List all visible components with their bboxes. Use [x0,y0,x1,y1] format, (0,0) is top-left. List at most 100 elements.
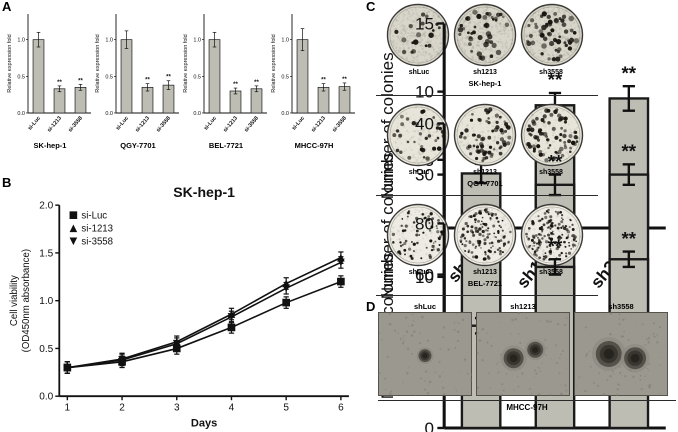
expression-bar-chart-qgy-7701: 0.0 0.5 1.0 Relative expression fold si-Luc *… [95,14,179,134]
expression-chart-cell: 0.0 0.5 1.0 Relative expression fold si-Luc *… [94,5,182,150]
expression-chart-cell: 0.0 0.5 1.0 Relative expression fold si-Luc *… [182,5,270,150]
svg-text:80: 80 [415,214,434,233]
svg-text:6: 6 [338,402,344,413]
svg-text:**: ** [254,80,259,86]
sphere-photo-sh1213 [476,312,570,396]
colony-dish-shluc [386,203,450,267]
svg-text:si-3558: si-3558 [67,115,84,133]
svg-text:si-1213: si-1213 [310,115,327,133]
expression-bar-chart-mhcc-97h: 0.0 0.5 1.0 Relative expression fold si-Luc *… [271,14,355,134]
colony-dish-shluc [386,103,450,167]
panel-c-label: C [366,0,376,14]
svg-text:**: ** [57,80,62,86]
dish-group [386,3,584,67]
panel-b-label: B [2,175,12,190]
colony-dish-sh1213 [453,103,517,167]
svg-text:0.5: 0.5 [17,74,25,80]
svg-text:Relative expression fold: Relative expression fold [183,34,189,92]
svg-text:60: 60 [415,266,434,285]
dish-label: sh1213 [473,169,497,176]
svg-text:0: 0 [424,419,433,432]
cell-line-label: SK-hep-1 [468,79,502,88]
cell-line-label: BEL-7721 [467,279,503,288]
dish-group [386,103,584,167]
expression-chart-cell: 0.0 0.5 1.0 Relative expression fold si-Luc *… [270,5,358,150]
colony-row-sk-hep-1: 051015Number of coloniesshLuc**sh1213**s… [376,0,678,292]
svg-text:1.0: 1.0 [281,38,289,44]
svg-text:1.5: 1.5 [39,248,53,259]
colony-dish-sh3558 [520,3,584,67]
svg-text:0.5: 0.5 [193,74,201,80]
svg-text:si-Luc: si-Luc [27,115,42,131]
row-divider [376,95,598,96]
panel-b: SK-hep-1 0.0 0.5 1.0 1.5 2.0 1 2 3 4 5 6 Days Cell vi… [6,181,362,432]
svg-text:2: 2 [119,402,125,413]
svg-text:Relative expression fold: Relative expression fold [271,34,277,92]
panel-a-label: A [2,0,12,14]
dish-label: sh1213 [473,269,497,276]
svg-text:1.0: 1.0 [193,38,201,44]
cell-line-label: MHCC-97H [506,403,548,412]
colony-dish-shluc [386,3,450,67]
svg-text:0.0: 0.0 [39,392,53,403]
dish-label: shLuc [408,69,430,76]
svg-text:**: ** [145,78,150,84]
svg-text:si-3558: si-3558 [155,115,172,133]
svg-text:si-3558: si-3558 [331,115,348,133]
dish-labels: shLuc sh1213 sh3558 [386,269,584,276]
dish-label: sh1213 [473,69,497,76]
svg-text:30: 30 [415,166,434,185]
colony-row-bel-7721: 020406080Number of coloniesshLuc**sh1213… [376,200,678,432]
svg-text:**: ** [622,62,637,83]
svg-text:3: 3 [174,402,180,413]
colony-dish-sh3558 [520,103,584,167]
svg-text:si-3558: si-3558 [81,237,113,248]
dish-group [386,203,584,267]
svg-text:5: 5 [283,402,289,413]
svg-text:0.5: 0.5 [39,344,53,355]
svg-text:10: 10 [415,83,434,102]
svg-text:4: 4 [229,402,235,413]
panel-d-divider [378,400,676,401]
expression-chart-cell: 0.0 0.5 1.0 Relative expression fold si-Luc *… [6,5,94,150]
cell-line-label: SK-hep-1 [33,141,67,150]
dish-label: sh3558 [539,69,563,76]
sphere-photo-shluc [378,312,472,396]
svg-text:10: 10 [415,268,434,287]
svg-text:0.5: 0.5 [105,74,113,80]
sphere-image-labels: shLuc sh1213 sh3558 [378,302,676,311]
cell-line-label: QGY-7701 [467,179,503,188]
dish-label: sh3558 [539,169,563,176]
svg-text:si-1213: si-1213 [46,115,63,133]
svg-text:**: ** [548,69,563,90]
svg-text:Relative expression fold: Relative expression fold [95,34,101,92]
panel-c: 051015Number of coloniesshLuc**sh1213**s… [376,0,678,432]
dish-labels: shLuc sh1213 sh3558 [386,69,584,76]
svg-text:Relative expression fold: Relative expression fold [7,34,13,92]
expression-bar-chart-bel-7721: 0.0 0.5 1.0 Relative expression fold si-Luc *… [183,14,267,134]
cell-line-label: BEL-7721 [208,141,244,150]
svg-text:Cell viability: Cell viability [9,275,20,326]
svg-text:**: ** [548,235,563,256]
svg-text:15: 15 [415,14,434,33]
svg-text:SK-hep-1: SK-hep-1 [173,184,235,200]
svg-text:si-3558: si-3558 [243,115,260,133]
svg-text:1: 1 [65,402,71,413]
svg-text:(OD450nm absorbance): (OD450nm absorbance) [21,249,32,352]
cell-line-label: QGY-7701 [120,141,156,150]
svg-text:Number of colonies: Number of colonies [378,152,397,299]
dish-label: shLuc [408,269,430,276]
svg-text:**: ** [321,78,326,84]
svg-text:0.0: 0.0 [17,111,25,117]
row-divider [376,195,598,196]
svg-text:si-1213: si-1213 [81,223,113,234]
expression-bar-chart-sk-hep-1: 0.0 0.5 1.0 Relative expression fold si-Luc *… [7,14,91,134]
svg-text:0.0: 0.0 [193,111,201,117]
dish-label: sh3558 [539,269,563,276]
dish-label: shLuc [408,169,430,176]
sphere-images [378,312,676,396]
image-label: sh1213 [510,302,536,311]
colony-dish-sh3558 [520,203,584,267]
dish-labels: shLuc sh1213 sh3558 [386,169,584,176]
svg-text:Days: Days [191,417,217,429]
